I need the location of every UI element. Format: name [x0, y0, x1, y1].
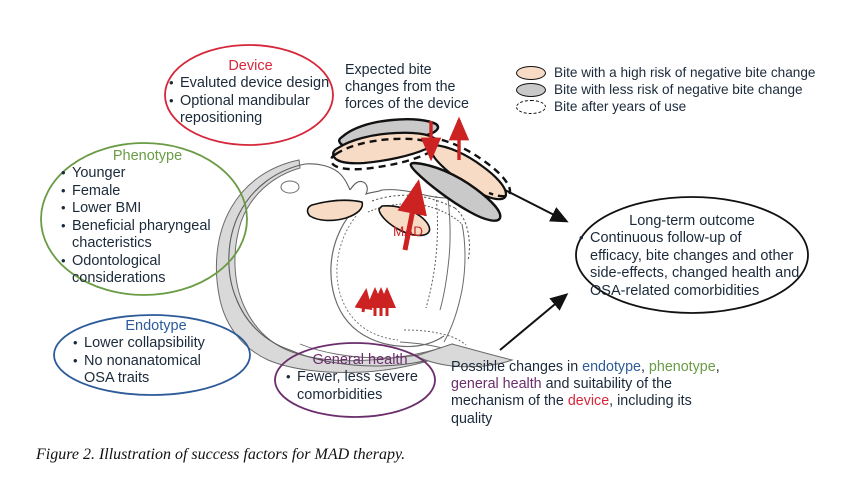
list-item: OSA-related comorbidities	[590, 282, 760, 299]
device-node: Device Evaluted device design Optional m…	[168, 58, 333, 128]
general-health-node: General health Fewer, less severe comorb…	[285, 352, 435, 404]
expected-bite-line-2: changes from the	[345, 79, 456, 96]
outcome-title: Long-term outcome	[629, 213, 755, 229]
phenotype-ellipse	[40, 142, 248, 296]
list-item: chacteristics	[72, 235, 152, 251]
outcome-ellipse	[575, 196, 809, 314]
list-item: comorbidities	[297, 386, 383, 403]
general-health-list: Fewer, less severe comorbidities	[285, 368, 435, 404]
endotype-ellipse	[53, 314, 251, 396]
bottom-note-text: ,	[715, 359, 720, 375]
legend: Bite with a high risk of negative bite c…	[516, 64, 815, 115]
list-item: Beneficial pharyngeal	[60, 217, 235, 236]
list-item: Lower BMI	[60, 199, 235, 218]
bottom-note-line-4: quality	[451, 410, 493, 427]
endotype-title: Endotype	[125, 318, 187, 334]
legend-label: Bite after years of use	[554, 98, 687, 114]
bottom-note-text: mechanism of the	[451, 393, 568, 410]
list-item: Fewer, less severe	[285, 368, 435, 387]
bottom-note-line-1: Possible changes in endotype, phenotype,	[451, 359, 751, 376]
list-item: Odontological	[60, 252, 235, 271]
legend-label: Bite with a high risk of negative bite c…	[554, 64, 816, 80]
legend-label: Bite with less risk of negative bite cha…	[554, 81, 803, 97]
list-item: Female	[60, 182, 235, 201]
list-item: considerations	[72, 270, 166, 286]
device-title: Device	[228, 58, 273, 74]
bottom-note-line-2: general health and suitability of the	[451, 376, 751, 393]
device-keyword: device	[567, 393, 610, 410]
expected-bite-line-1: Expected bite	[345, 62, 432, 78]
expected-bite-label: Expected bite changes from the forces of…	[345, 62, 495, 114]
endotype-node: Endotype Lower collapsibility No nonanat…	[72, 318, 240, 388]
phenotype-list: Younger Female Lower BMI Beneficial phar…	[60, 164, 235, 288]
bite-diagram	[330, 116, 512, 222]
bite-less-risk-swatch	[516, 82, 546, 97]
device-ellipse	[164, 44, 334, 146]
list-item: side-effects, changed health and	[590, 265, 800, 281]
legend-item: Bite with a high risk of negative bite c…	[516, 64, 815, 81]
list-item: Continuous follow-up of	[578, 229, 806, 248]
bottom-note-text: , including its	[609, 393, 692, 410]
list-item: No nonanatomical	[72, 352, 240, 371]
connector-arrows	[499, 189, 569, 351]
list-item: efficacy, bite changes and other	[590, 247, 794, 264]
list-item: Optional mandibular	[168, 92, 333, 111]
outcome-node: Long-term outcome Continuous follow-up o…	[578, 213, 806, 300]
bite-high-risk-swatch	[516, 65, 546, 80]
legend-item: Bite after years of use	[516, 98, 815, 115]
list-item: Lower collapsibility	[72, 334, 240, 353]
bottom-note-line-3: mechanism of the device, including its	[451, 393, 751, 410]
bottom-note-text: and suitability of the	[541, 376, 672, 393]
bottom-note-text: ,	[640, 359, 649, 375]
list-item: Younger	[60, 164, 235, 183]
outcome-list: Continuous follow-up of efficacy, bite c…	[578, 229, 806, 300]
figure-caption: Figure 2. Illustration of success factor…	[36, 446, 406, 463]
phenotype-keyword: phenotype	[648, 359, 716, 375]
airway-force-arrows	[354, 287, 396, 316]
device-list: Evaluted device design Optional mandibul…	[168, 74, 333, 128]
legend-item: Bite with less risk of negative bite cha…	[516, 81, 815, 98]
mad-force-arrow	[397, 179, 427, 251]
endotype-keyword: endotype	[582, 359, 641, 375]
phenotype-title: Phenotype	[112, 148, 183, 164]
head-silhouette	[215, 159, 514, 373]
mad-label: MAD	[393, 224, 423, 239]
general-health-keyword: general health	[451, 376, 542, 393]
list-item: Evaluted device design	[168, 74, 333, 93]
list-item: repositioning	[180, 110, 263, 126]
expected-bite-line-3: forces of the device	[345, 96, 469, 113]
phenotype-node: Phenotype Younger Female Lower BMI Benef…	[60, 148, 235, 288]
general-health-ellipse	[274, 342, 436, 418]
bite-after-years-swatch	[516, 99, 546, 114]
general-health-title: General health	[312, 352, 408, 368]
endotype-list: Lower collapsibility No nonanatomical OS…	[72, 334, 240, 388]
bottom-note-text: Possible changes in	[451, 359, 583, 375]
bottom-note: Possible changes in endotype, phenotype,…	[451, 359, 751, 428]
list-item: OSA traits	[84, 370, 150, 386]
